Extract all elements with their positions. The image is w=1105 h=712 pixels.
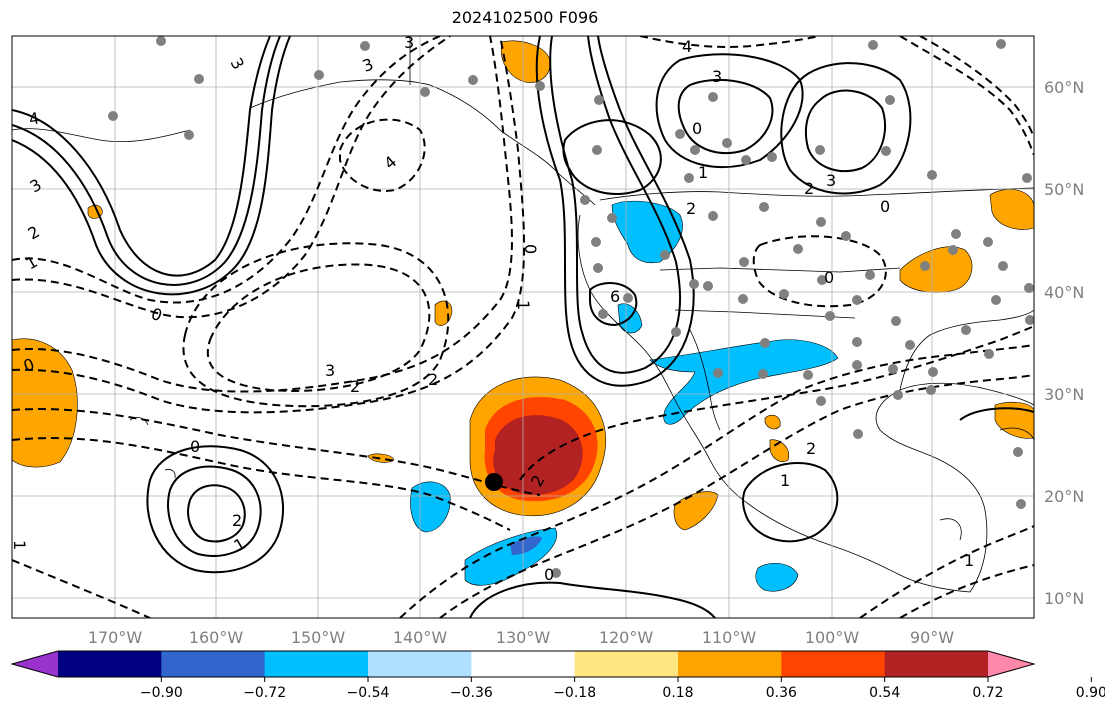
colorbar-tick-label: 0.18 <box>662 685 693 701</box>
colorbar-extend-high <box>988 651 1034 677</box>
contour-label: 1 <box>780 471 790 490</box>
colorbar-tick-label: 0.72 <box>972 685 1003 701</box>
lon-tick: 140°W <box>393 628 448 647</box>
coastlines <box>12 36 1034 593</box>
graticule <box>12 36 1034 618</box>
contour-label: 2 <box>806 439 816 458</box>
colorbar-tick-label: −0.18 <box>553 685 596 701</box>
contour-label: 2 <box>428 370 438 389</box>
colorbar-tick-label: −0.36 <box>450 685 493 701</box>
contour-label: 6 <box>610 287 620 306</box>
contour-label: 2 <box>804 179 814 198</box>
lon-tick: 120°W <box>599 628 654 647</box>
lon-tick: 110°W <box>702 628 757 647</box>
solid-contours <box>12 36 1034 618</box>
colorbar-cell <box>58 651 162 677</box>
dashed-contours <box>12 36 1034 618</box>
latitude-labels: 60°N 50°N 40°N 30°N 20°N 10°N <box>1044 78 1084 608</box>
contour-label: 1 <box>698 163 708 182</box>
colorbar-cell <box>471 651 576 677</box>
contour-label: 1 <box>514 300 533 310</box>
colorbar-tick-label: −0.90 <box>140 685 183 701</box>
map-title: 2024102500 F096 <box>451 8 599 27</box>
contour-label: 0 <box>692 119 702 138</box>
lon-tick: 100°W <box>805 628 860 647</box>
lat-tick: 10°N <box>1044 589 1084 608</box>
contour-label: 3 <box>826 171 836 190</box>
lon-tick: 170°W <box>88 628 143 647</box>
colorbar-extend-low <box>12 651 58 677</box>
contour-label: 2 <box>350 377 360 396</box>
contour-label: 1 <box>10 540 29 550</box>
negative-shading <box>410 200 839 592</box>
colorbar-tick-label: 0.54 <box>869 685 900 701</box>
contour-label: 0 <box>190 437 200 456</box>
contour-label: 0 <box>824 268 834 287</box>
colorbar-tick-label: −0.54 <box>347 685 390 701</box>
lon-tick: 160°W <box>189 628 244 647</box>
colorbar-cell <box>574 651 679 677</box>
lat-tick: 30°N <box>1044 385 1084 404</box>
contour-label: 4 <box>682 37 692 56</box>
colorbar-tick-label: 0.36 <box>766 685 797 701</box>
contour-label: 1 <box>964 551 974 570</box>
lat-tick: 40°N <box>1044 283 1084 302</box>
contour-label: 3 <box>712 67 722 86</box>
colorbar-tick-label: −0.72 <box>243 685 286 701</box>
contour-label: 2 <box>686 199 696 218</box>
contour-label: 0 <box>880 197 890 216</box>
colorbar-cell <box>368 651 472 677</box>
contour-label: 0 <box>521 244 540 254</box>
lon-tick: 130°W <box>496 628 551 647</box>
colorbar-cell <box>161 651 266 677</box>
colorbar-tick-label: 0.90 <box>1076 685 1105 701</box>
contour-label: 3 <box>325 361 335 380</box>
lon-tick: 90°W <box>910 628 954 647</box>
center-marker <box>485 473 503 491</box>
contour-label: 4 <box>27 108 40 128</box>
lat-tick: 60°N <box>1044 78 1084 97</box>
lat-tick: 20°N <box>1044 487 1084 506</box>
contour-label: 3 <box>404 33 414 52</box>
contour-label: 2 <box>232 511 242 530</box>
colorbar-cell <box>884 651 989 677</box>
lon-tick: 150°W <box>291 628 346 647</box>
contour-label: 0 <box>544 565 554 584</box>
station-markers <box>108 36 1034 578</box>
colorbar-cell <box>264 651 369 677</box>
colorbar-cell <box>678 651 782 677</box>
positive-shading <box>12 40 1034 531</box>
colorbar-cell <box>781 651 886 677</box>
lat-tick: 50°N <box>1044 180 1084 199</box>
longitude-labels: 170°W 160°W 150°W 140°W 130°W 120°W 110°… <box>88 628 954 647</box>
colorbar: −0.90 −0.72 −0.54 −0.36 −0.18 0.18 0.36 0.54 0.7… <box>10 650 1105 701</box>
